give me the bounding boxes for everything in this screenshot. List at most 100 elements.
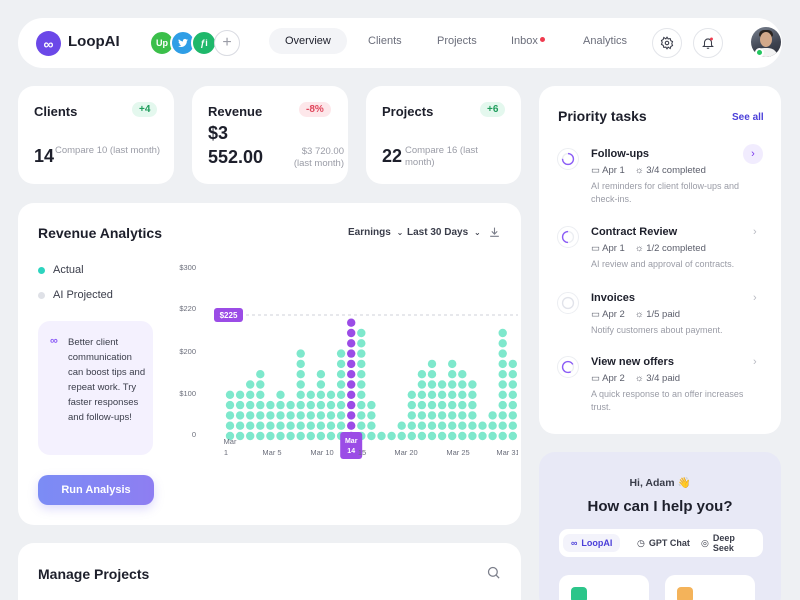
data-dot [407, 431, 416, 441]
settings-button[interactable] [652, 28, 682, 58]
data-dot [508, 380, 517, 389]
loop-icon: ∞ [571, 538, 578, 548]
ai-tip-text: Better client communication can boost ti… [68, 337, 146, 423]
task-contract-review[interactable]: Contract Review ▭ Apr 1 ☼ 1/2 completed … [557, 222, 762, 272]
earnings-dropdown[interactable]: Earnings ⌄ [348, 227, 403, 238]
twitter-app-chip[interactable] [170, 30, 196, 56]
data-dot [276, 411, 285, 420]
assistant-greeting: Hi, Adam 👋 [629, 477, 691, 489]
data-dot [256, 380, 265, 389]
task-meta: ▭ Apr 1 ☼ 3/4 completed [591, 165, 706, 176]
data-dot [448, 359, 457, 369]
data-dot [336, 400, 346, 410]
chevron-right-icon[interactable]: › [743, 144, 763, 164]
data-dot [316, 421, 326, 430]
data-dot [276, 421, 285, 430]
data-dot [296, 421, 305, 430]
data-dot [427, 400, 437, 410]
task-follow-ups[interactable]: Follow-ups ▭ Apr 1 ☼ 3/4 completed AI re… [557, 144, 763, 210]
data-dot [306, 400, 315, 410]
data-dot [407, 411, 416, 420]
data-dot [468, 390, 477, 399]
chevron-right-icon[interactable]: › [753, 356, 757, 368]
data-dot [458, 400, 467, 410]
projects-stat-compare-line2: month) [405, 157, 435, 168]
search-button[interactable] [486, 565, 501, 585]
revenue-analytics-title: Revenue Analytics [38, 225, 162, 241]
data-dot [397, 431, 406, 441]
data-dot [498, 328, 507, 338]
model-label: GPT Chat [648, 538, 690, 548]
task-title: View new offers [591, 356, 674, 368]
task-meta: ▭ Apr 2 ☼ 1/5 paid [591, 309, 680, 320]
chevron-right-icon[interactable]: › [753, 292, 757, 304]
revenue-stat-title: Revenue [208, 104, 263, 119]
model-label: LoopAI [581, 538, 613, 548]
highlight-data-dot [347, 359, 356, 369]
y-tick-label: $300 [179, 263, 196, 272]
priority-tasks-card: Priority tasks See all Follow-ups ▭ Apr … [539, 86, 781, 434]
data-dot [458, 411, 467, 420]
task-invoices[interactable]: Invoices ▭ Apr 2 ☼ 1/5 paid Notify custo… [557, 288, 762, 338]
logo-text: LoopAI [68, 33, 120, 50]
model-tab-deep-seek[interactable]: ◎ Deep Seek [693, 533, 763, 553]
highlight-data-dot [347, 400, 356, 410]
revenue-stat-value-line2: 552.00 [208, 147, 264, 167]
data-dot [336, 359, 346, 369]
legend-actual: Actual [38, 264, 84, 276]
projects-stat-value: 22 [382, 146, 403, 166]
data-dot [336, 411, 346, 420]
data-dot [427, 380, 437, 389]
nav-inbox[interactable]: Inbox [511, 35, 538, 47]
data-dot [427, 390, 437, 399]
data-dot [437, 380, 447, 389]
add-app-button[interactable]: + [214, 30, 240, 56]
data-dot [498, 390, 507, 399]
calendar-icon: ▭ [591, 309, 600, 320]
data-dot [246, 390, 255, 399]
chevron-right-icon[interactable]: › [753, 226, 757, 238]
data-dot [377, 431, 386, 441]
run-analysis-button[interactable]: Run Analysis [38, 475, 154, 505]
suggestion-icon [677, 587, 693, 600]
data-dot [306, 411, 315, 420]
model-tab-loopai[interactable]: ∞ LoopAI [563, 534, 621, 552]
highlight-date-label: 14 [347, 448, 355, 455]
suggestion-card[interactable] [665, 575, 755, 600]
data-dot [306, 431, 315, 441]
nav-overview[interactable]: Overview [269, 28, 347, 54]
see-all-link[interactable]: See all [732, 112, 764, 123]
data-dot [488, 431, 497, 441]
clients-stat-title: Clients [34, 104, 78, 119]
nav-projects[interactable]: Projects [437, 35, 477, 47]
task-meta: ▭ Apr 2 ☼ 3/4 paid [591, 373, 680, 384]
task-view-new-offers[interactable]: View new offers ▭ Apr 2 ☼ 3/4 paid A qui… [557, 352, 762, 418]
date-range-dropdown[interactable]: Last 30 Days ⌄ [407, 227, 481, 238]
model-tab-gpt-chat[interactable]: ◷ GPT Chat [629, 534, 698, 552]
download-button[interactable] [488, 226, 501, 244]
nav-analytics[interactable]: Analytics [583, 35, 628, 47]
model-label: Deep Seek [712, 533, 735, 553]
nav-clients[interactable]: Clients [368, 35, 402, 47]
data-dot [417, 380, 427, 389]
data-dot [306, 421, 315, 430]
data-dot [397, 421, 406, 430]
data-dot [235, 400, 245, 410]
projects-change-badge: +6 [480, 102, 506, 117]
data-dot [458, 421, 467, 430]
sun-icon: ☼ [634, 243, 644, 254]
legend-projected-label: AI Projected [53, 289, 113, 301]
data-dot [256, 411, 265, 420]
revenue-stat-previous: $3 720.00 [301, 146, 344, 157]
data-dot [468, 400, 477, 410]
highlight-data-dot [347, 370, 356, 379]
data-dot [407, 390, 416, 399]
online-status-dot [755, 48, 764, 57]
data-dot [357, 359, 366, 369]
data-dot [498, 349, 507, 358]
suggestion-card[interactable] [559, 575, 649, 600]
x-tick-label: Mar 5 [262, 448, 281, 457]
data-dot [498, 359, 507, 369]
notifications-button[interactable] [693, 28, 723, 58]
search-icon [487, 566, 500, 579]
